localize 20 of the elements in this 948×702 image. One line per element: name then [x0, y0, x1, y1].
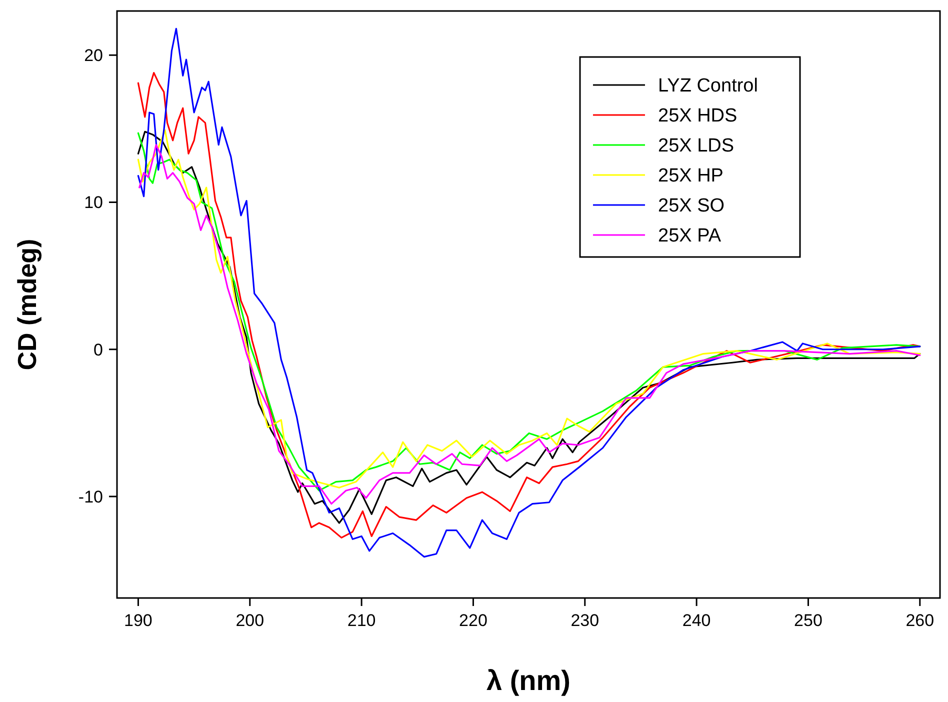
x-tick-label: 240: [682, 611, 711, 630]
x-tick-label: 190: [124, 611, 152, 630]
x-tick-label: 230: [570, 611, 600, 630]
x-tick-label: 220: [459, 611, 488, 630]
legend-label: LYZ Control: [658, 76, 758, 97]
x-tick-label: 200: [236, 611, 264, 630]
y-tick-label: 20: [84, 46, 103, 66]
legend-label: 25X PA: [658, 226, 722, 247]
x-axis-title: λ (nm): [486, 665, 570, 696]
legend-label: 25X SO: [658, 196, 725, 217]
y-axis-title: CD (mdeg): [12, 238, 42, 370]
y-tick-label: -10: [78, 487, 103, 506]
legend-label: 25X LDS: [658, 136, 734, 157]
legend-label: 25X HP: [658, 166, 724, 187]
y-tick-label: 0: [94, 340, 103, 360]
y-tick-label: 10: [84, 193, 103, 212]
x-tick-label: 260: [906, 611, 934, 630]
legend-label: 25X HDS: [658, 106, 738, 127]
x-tick-label: 210: [347, 611, 376, 630]
x-tick-label: 250: [794, 611, 822, 630]
